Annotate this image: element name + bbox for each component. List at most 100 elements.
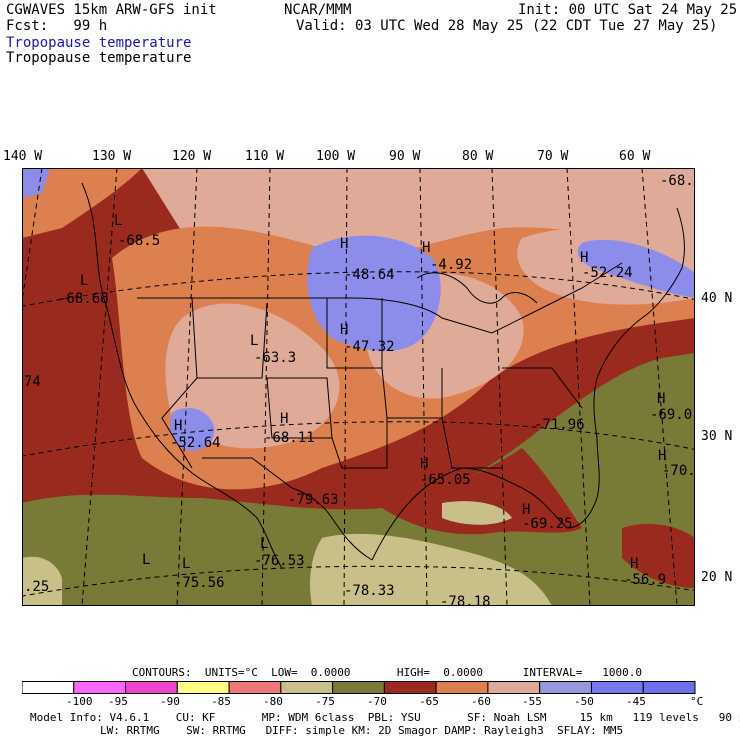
model-info-line2: LW: RRTMG SW: RRTMG DIFF: simple KM: 2D … [100, 724, 624, 737]
field-title-blue: Tropopause temperature [6, 35, 192, 51]
low-center-letter: L [114, 213, 122, 229]
center-value: -68.5 [118, 233, 160, 249]
graticule-line [176, 168, 198, 606]
legend-tick: -55 [522, 695, 542, 708]
low-center-letter: L [260, 536, 268, 552]
country-border [137, 262, 623, 334]
legend-tick: -100 [66, 695, 93, 708]
coastline [371, 467, 568, 561]
legend-color-box [590, 681, 644, 694]
graticule-line [81, 168, 118, 606]
lon-label: 130 W [92, 149, 132, 164]
lon-label: 120 W [172, 149, 212, 164]
legend-color-box [125, 681, 178, 694]
center-value: -47.32 [344, 339, 395, 355]
color-legend-bar [22, 681, 696, 694]
high-center-letter: H [630, 556, 638, 572]
legend-color-box [176, 681, 230, 694]
graticule-line [419, 168, 428, 606]
center-value: -52.24 [582, 265, 633, 281]
legend-tick: -85 [211, 695, 231, 708]
field-khaki [310, 533, 552, 606]
lon-label: 80 W [462, 149, 494, 164]
field-title: Tropopause temperature [6, 50, 192, 66]
high-center-letter: H [422, 240, 430, 256]
legend-color-box [228, 681, 282, 694]
legend-color-box [383, 681, 437, 694]
field-lavender [22, 168, 50, 198]
state-border [441, 417, 502, 469]
legend-tick: -65 [419, 695, 439, 708]
lon-label: 140 W [3, 149, 43, 164]
model-info-line1: Model Info: V4.6.1 CU: KF MP: WDM 6class… [30, 711, 740, 724]
lat-label: 40 N [701, 291, 733, 306]
low-center-letter: L [250, 333, 258, 349]
center-value: -56.9 [624, 572, 666, 588]
graticule-line [22, 421, 695, 457]
high-center-letter: H [658, 448, 666, 464]
high-center-letter: H [420, 456, 428, 472]
state-border [381, 367, 443, 419]
legend-tick: -70 [367, 695, 387, 708]
field-orange [22, 168, 142, 238]
legend-tick: -60 [471, 695, 491, 708]
lon-label: 70 W [537, 149, 569, 164]
graticule-line [22, 168, 43, 305]
legend-color-box [332, 681, 385, 694]
coastline [566, 317, 643, 529]
center-value: -65.05 [420, 472, 471, 488]
lat-label: 30 N [701, 429, 733, 444]
legend-color-box [642, 681, 696, 694]
legend-tick: -75 [315, 695, 335, 708]
high-center-letter: H [657, 391, 665, 407]
country-border [202, 457, 293, 489]
field-lavender [307, 235, 441, 352]
great-lakes [416, 272, 538, 304]
graticule-line [491, 168, 508, 606]
high-center-letter: H [580, 250, 588, 266]
low-center-letter: L [182, 556, 190, 572]
legend-color-box [487, 681, 541, 694]
lon-label: 100 W [316, 149, 356, 164]
state-border [191, 297, 268, 379]
graticule-line [22, 565, 695, 597]
field-khaki [442, 501, 512, 525]
low-center-letter: H [280, 411, 288, 427]
tropopause-temperature-map: L L H H H L H H L L L H H H H H H -68.5 … [22, 168, 695, 606]
contours-info: CONTOURS: UNITS=°C LOW= 0.0000 HIGH= 0.0… [132, 666, 642, 679]
valid-time: Valid: 03 UTC Wed 28 May 25 (22 CDT Tue … [296, 18, 718, 34]
center-value: -78.33 [344, 583, 395, 599]
legend-color-box [539, 681, 592, 694]
legend-color-box [22, 681, 75, 694]
high-center-letter: H [340, 322, 348, 338]
center-value: .25 [24, 579, 49, 595]
center-value: -68.2 [660, 173, 695, 189]
low-center-letter: L [142, 552, 150, 568]
high-center-letter: H [340, 236, 348, 252]
init-time: Init: 00 UTC Sat 24 May 25 [518, 2, 738, 18]
high-center-letter: H [174, 418, 182, 434]
graticule-line [641, 168, 678, 606]
graticule-line [261, 168, 271, 606]
center-value: -68.11 [264, 430, 315, 446]
field-khaki [22, 556, 62, 606]
center-value: -71.96 [534, 417, 585, 433]
center-value: -68.66 [58, 291, 109, 307]
center-value: -79.63 [288, 492, 339, 508]
state-border [161, 377, 198, 469]
center-value: -69.0 [650, 407, 692, 423]
graticule-line [566, 168, 591, 606]
graticule-line [343, 168, 348, 606]
legend-unit: °C [690, 695, 704, 708]
center-value: -63.3 [254, 350, 296, 366]
legend-tick: -90 [160, 695, 180, 708]
legend-color-box [280, 681, 334, 694]
center-value: -76.53 [254, 553, 305, 569]
coastline [291, 487, 373, 561]
center-value: 74 [24, 374, 41, 390]
state-border [331, 418, 388, 469]
center-value: -78.18 [440, 594, 491, 606]
center-value: -52.64 [170, 435, 221, 451]
high-center-letter: H [522, 502, 530, 518]
state-border [326, 298, 383, 369]
